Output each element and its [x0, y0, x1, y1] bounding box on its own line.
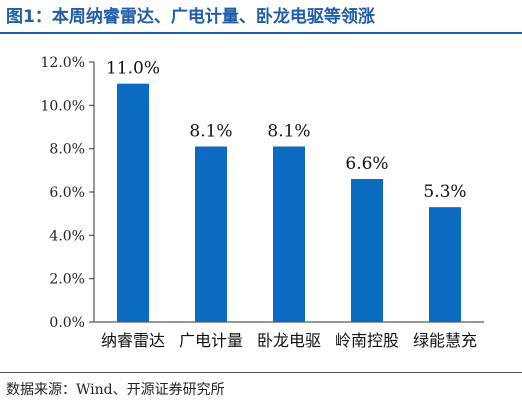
data-label: 5.3%: [423, 182, 466, 202]
y-tick-label: 4.0%: [49, 228, 85, 244]
x-category-label: 岭南控股: [335, 331, 399, 350]
data-label: 6.6%: [345, 154, 388, 174]
x-category-label: 绿能慧充: [413, 331, 477, 350]
x-category-label: 卧龙电驱: [257, 331, 321, 350]
bar-3: [273, 146, 305, 322]
y-tick-label: 12.0%: [41, 55, 85, 71]
source-divider: [0, 372, 522, 373]
data-label: 8.1%: [267, 122, 310, 142]
bar-4: [351, 179, 383, 322]
chart-title: 图1：本周纳睿雷达、广电计量、卧龙电驱等领涨: [6, 7, 375, 27]
x-category-label: 广电计量: [179, 331, 243, 350]
y-tick-label: 2.0%: [49, 272, 85, 288]
title-divider: [0, 32, 522, 34]
y-tick-label: 8.0%: [49, 142, 85, 158]
x-category-label: 纳睿雷达: [101, 331, 165, 350]
source-note: 数据来源：Wind、开源证券研究所: [6, 382, 225, 398]
data-label: 8.1%: [189, 122, 232, 142]
y-tick-label: 10.0%: [41, 98, 85, 114]
data-label: 11.0%: [106, 59, 160, 79]
y-tick-label: 0.0%: [49, 315, 85, 331]
bar-5: [429, 207, 461, 322]
y-tick-label: 6.0%: [49, 185, 85, 201]
bar-1: [117, 83, 149, 322]
bar-chart: 0.0% 2.0% 4.0% 6.0% 8.0% 10.0% 12.0% 11.0% 纳睿雷达 8…: [41, 55, 484, 350]
bar-2: [195, 146, 227, 322]
